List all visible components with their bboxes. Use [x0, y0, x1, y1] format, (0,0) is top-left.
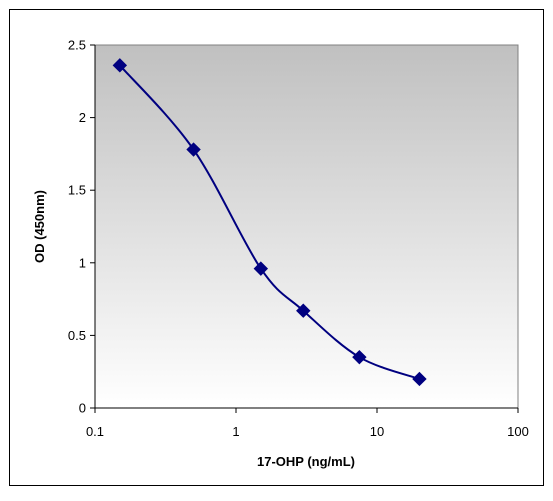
- x-tick-label: 0.1: [86, 424, 104, 439]
- series-layer: [112, 58, 427, 387]
- x-tick-label: 100: [507, 424, 529, 439]
- data-point-marker: [296, 303, 311, 318]
- data-point-marker: [112, 58, 128, 73]
- plot-area: [94, 44, 519, 409]
- x-axis-title: 17-OHP (ng/mL): [257, 454, 355, 469]
- data-point-marker: [186, 142, 201, 157]
- y-tick-label: 1: [79, 255, 86, 270]
- y-tick-label: 2.5: [68, 38, 86, 53]
- y-tick-label: 0.5: [68, 328, 86, 343]
- data-point-marker: [253, 261, 269, 276]
- y-axis-title: OD (450nm): [32, 190, 47, 263]
- x-tick-label: 10: [370, 424, 384, 439]
- data-point-marker: [412, 371, 427, 387]
- y-tick-label: 1.5: [68, 183, 86, 198]
- y-tick-label: 2: [79, 110, 86, 125]
- axes-layer: [94, 45, 518, 409]
- y-tick-label: 0: [79, 401, 86, 416]
- tick-layer: 0 0.5 1 1.5 2 2.5 0.1 1 10 100: [68, 38, 529, 440]
- data-point-marker: [352, 349, 367, 365]
- x-tick-label: 1: [232, 424, 239, 439]
